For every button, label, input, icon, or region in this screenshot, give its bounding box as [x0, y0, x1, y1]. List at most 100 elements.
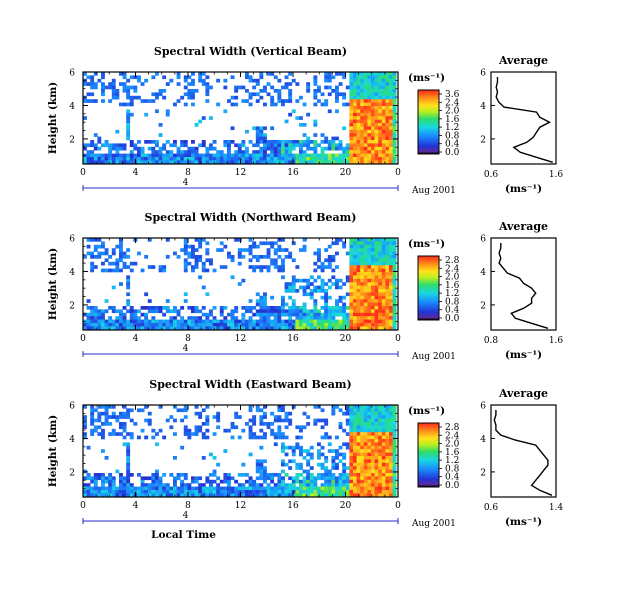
heatmap-cell	[284, 285, 289, 290]
heatmap-cell	[335, 483, 339, 487]
heatmap-cell	[108, 150, 113, 154]
heatmap-cell	[356, 442, 361, 447]
heatmap-cell	[356, 462, 361, 467]
heatmap-cell	[385, 493, 390, 498]
heatmap-cell	[255, 126, 260, 131]
heatmap-cell	[255, 99, 260, 103]
heatmap-cell	[367, 418, 372, 423]
heatmap-cell	[281, 238, 285, 242]
heatmap-cell	[302, 309, 307, 314]
heatmap-cell	[356, 150, 361, 154]
heatmap-cell	[108, 432, 113, 436]
heatmap-cell	[371, 326, 375, 331]
heatmap-cell	[374, 316, 379, 320]
heatmap-cell	[360, 102, 365, 107]
heatmap-cell	[183, 326, 188, 331]
heatmap-cell	[353, 418, 357, 423]
heatmap-cell	[320, 150, 325, 154]
heatmap-cell	[331, 140, 336, 144]
heatmap-cell	[126, 136, 131, 141]
heatmap-cell	[313, 268, 318, 273]
heatmap-cell	[371, 295, 375, 300]
heatmap-cell	[367, 486, 372, 491]
heatmap-cell	[119, 476, 123, 481]
heatmap-cell	[313, 78, 318, 83]
heatmap-cell	[385, 106, 390, 110]
heatmap-cell	[212, 319, 217, 324]
heatmap-cell	[331, 483, 336, 487]
heatmap-cell	[237, 493, 242, 498]
heatmap-cell	[353, 126, 357, 131]
heatmap-cell	[147, 153, 152, 158]
x-tick-label: 0	[395, 168, 401, 178]
heatmap-cell	[389, 473, 393, 477]
heatmap-cell	[234, 490, 239, 494]
heatmap-cell	[356, 486, 361, 491]
heatmap-cell	[187, 306, 192, 310]
heatmap-cell	[273, 326, 278, 331]
heatmap-cell	[144, 306, 149, 310]
heatmap-cell	[363, 442, 368, 447]
heatmap-cell	[97, 146, 102, 151]
heatmap-cell	[381, 312, 386, 317]
heatmap-cell	[162, 89, 167, 93]
heatmap-cell	[324, 248, 329, 252]
heatmap-cell	[209, 116, 213, 120]
heatmap-cell	[309, 289, 314, 293]
heatmap-cell	[381, 89, 386, 93]
heatmap-cell	[248, 479, 253, 484]
heatmap-cell	[183, 248, 188, 252]
heatmap-cell	[385, 275, 390, 280]
heatmap-cell	[360, 405, 365, 409]
heatmap-cell	[93, 476, 98, 481]
heatmap-cell	[389, 432, 393, 436]
heatmap-cell	[371, 123, 375, 127]
heatmap-cell	[90, 150, 95, 154]
heatmap-cell	[392, 442, 397, 447]
heatmap-cell	[378, 72, 383, 76]
heatmap-cell	[363, 150, 368, 154]
heatmap-cell	[295, 143, 300, 148]
heatmap-cell	[209, 319, 213, 324]
heatmap-cell	[169, 493, 174, 498]
heatmap-cell	[381, 289, 386, 293]
heatmap-cell	[281, 153, 285, 158]
heatmap-cell	[353, 425, 357, 430]
heatmap-cell	[90, 432, 95, 436]
heatmap-cell	[173, 157, 177, 161]
heatmap-cell	[97, 78, 102, 83]
heatmap-cell	[108, 422, 113, 426]
heatmap-cell	[205, 422, 210, 426]
heatmap-cell	[349, 244, 354, 249]
heatmap-cell	[353, 306, 357, 310]
heatmap-cell	[273, 493, 278, 498]
heatmap-cell	[155, 95, 159, 100]
heatmap-cell	[381, 425, 386, 430]
heatmap-cell	[126, 323, 131, 327]
heatmap-cell	[144, 435, 149, 440]
heatmap-cell	[277, 140, 282, 144]
heatmap-cell	[191, 248, 195, 252]
heatmap-cell	[119, 244, 123, 249]
heatmap-cell	[291, 146, 296, 151]
heatmap-cell	[252, 422, 257, 426]
heatmap-cell	[281, 408, 285, 413]
heatmap-cell	[331, 456, 336, 460]
heatmap-cell	[374, 129, 379, 134]
heatmap-cell	[93, 483, 98, 487]
heatmap-cell	[259, 476, 264, 481]
heatmap-cell	[183, 408, 188, 413]
heatmap-cell	[381, 411, 386, 416]
heatmap-cell	[259, 268, 264, 273]
heatmap-cell	[371, 241, 375, 246]
heatmap-cell	[263, 486, 267, 491]
heatmap-cell	[392, 95, 397, 100]
heatmap-cell	[133, 422, 138, 426]
heatmap-cell	[306, 278, 311, 283]
heatmap-cell	[241, 248, 246, 252]
heatmap-cell	[83, 99, 87, 103]
heatmap-cell	[183, 490, 188, 494]
heatmap-cell	[259, 428, 264, 433]
heatmap-cell	[385, 129, 390, 134]
heatmap-cell	[302, 153, 307, 158]
